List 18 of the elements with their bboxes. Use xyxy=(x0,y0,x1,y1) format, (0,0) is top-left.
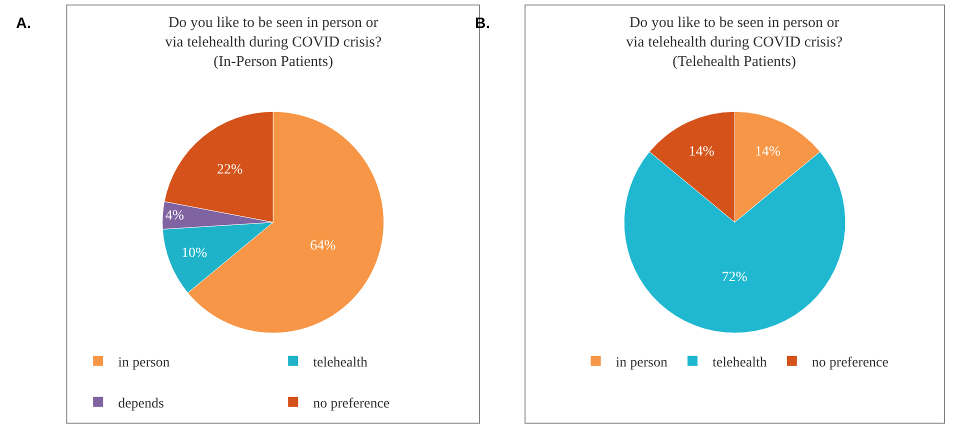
data-label: 64% xyxy=(310,238,336,254)
legend-label: depends xyxy=(118,396,164,412)
data-label: 22% xyxy=(217,162,243,178)
data-label: 4% xyxy=(165,208,184,224)
legend-label: in person xyxy=(118,355,170,370)
legend-label: no preference xyxy=(313,396,390,412)
legend-label: telehealth xyxy=(313,355,368,370)
text: A. xyxy=(16,15,31,32)
chart-title: Do you like to be seen in person or via telehealth during COVID crisis? (In-Person Patients) xyxy=(165,15,382,70)
chart-title: Do you like to be seen in person or via telehealth during COVID crisis? (Telehealth Patients) xyxy=(626,15,843,70)
text: B. xyxy=(475,15,490,32)
data-label: 14% xyxy=(754,144,781,160)
legend-label: telehealth xyxy=(712,355,767,370)
legend-label: no preference xyxy=(812,355,888,370)
data-label: 10% xyxy=(181,246,208,261)
data-label: 72% xyxy=(722,270,748,286)
legend-label: in person xyxy=(616,355,668,370)
data-label: 14% xyxy=(688,144,715,160)
